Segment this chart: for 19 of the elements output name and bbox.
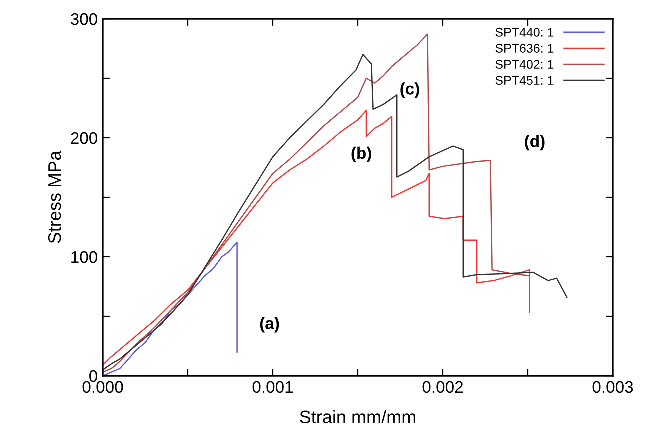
legend-label: SPT402: 1 [496,60,554,69]
x-axis-title: Strain mm/mm [300,410,416,424]
annotation: (d) [525,135,545,151]
y-tick-label: 100 [72,251,98,264]
annotation: (b) [352,146,372,162]
x-tick-label: 0.003 [592,381,634,394]
annotation: (a) [260,317,280,333]
legend-label: SPT636: 1 [496,44,554,53]
legend-label: SPT440: 1 [496,28,554,37]
y-tick-label: 0 [90,370,98,382]
annotation: (c) [400,82,420,98]
y-tick-label: 300 [70,13,98,26]
x-tick-label: 0.002 [422,381,464,394]
y-axis-title: Stress MPa [48,150,62,244]
legend-label: SPT451: 1 [496,76,554,86]
x-tick-label: 0.000 [82,381,124,394]
line-series [103,242,238,376]
y-tick-label: 200 [71,132,98,144]
x-tick-label: 0.001 [252,381,294,394]
